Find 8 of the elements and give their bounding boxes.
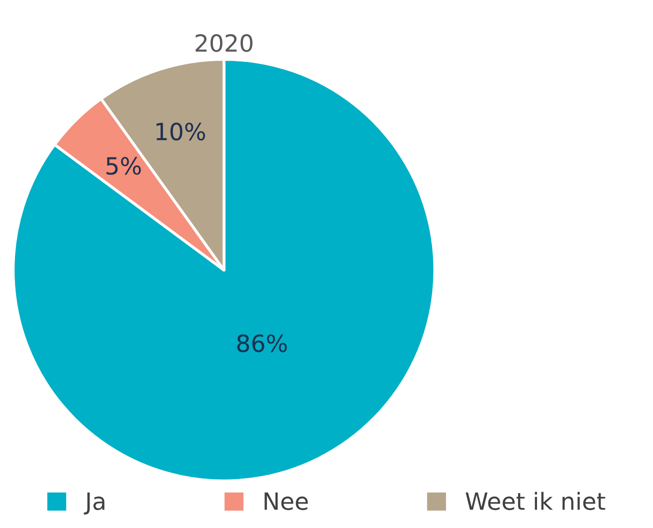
legend-label: Weet ik niet (466, 492, 606, 510)
legend-label: Nee (264, 492, 308, 510)
legend-label: Ja (84, 492, 104, 514)
data-label: 10% (156, 122, 206, 140)
data-label: 86% (237, 334, 287, 352)
chart-title: 2020 (196, 34, 252, 52)
pie-slice (12, 58, 436, 482)
data-label: 5% (106, 156, 141, 175)
